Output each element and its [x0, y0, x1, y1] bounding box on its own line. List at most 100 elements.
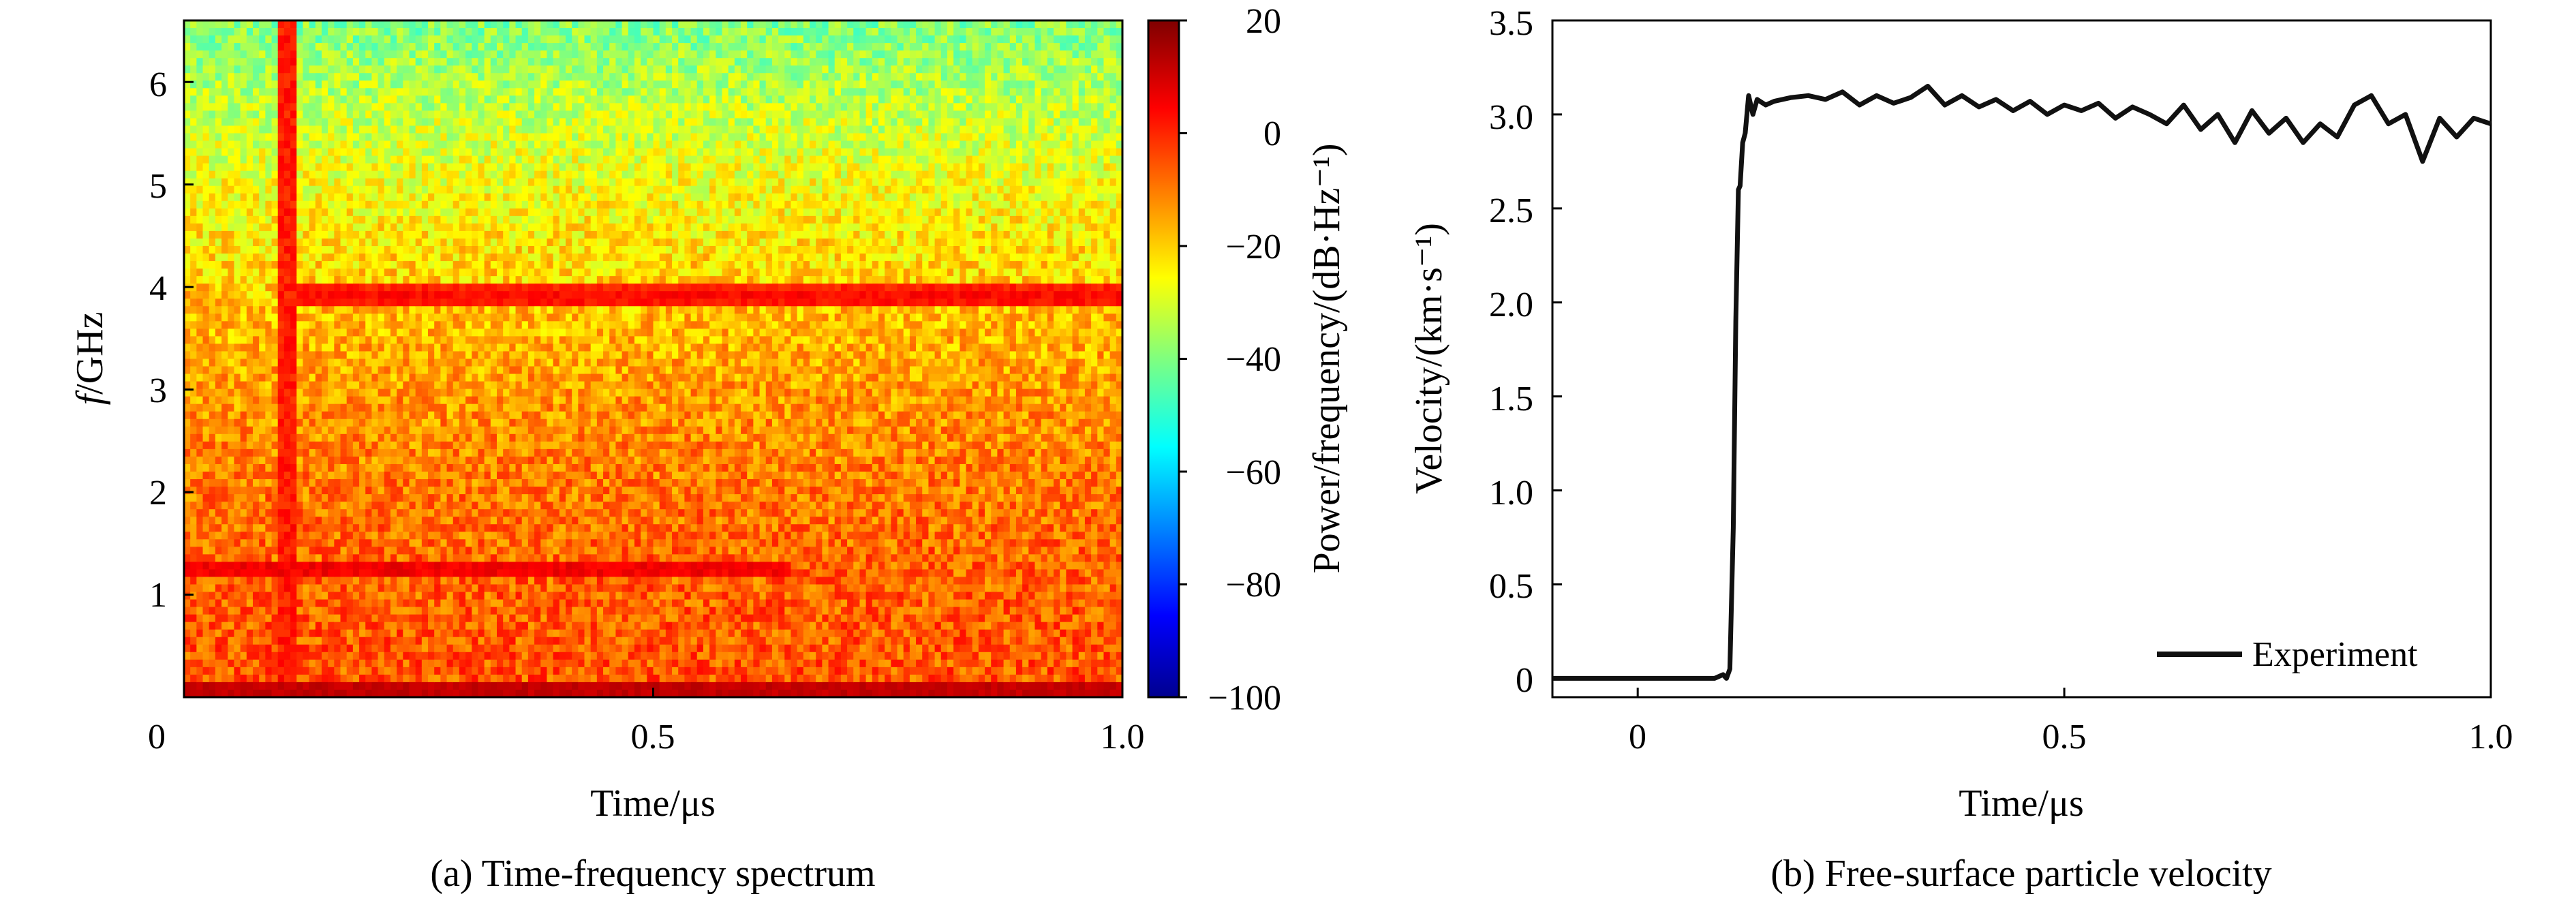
heatmap-cell: [509, 110, 517, 119]
heatmap-cell: [221, 463, 228, 472]
heatmap-cell: [384, 170, 391, 179]
heatmap-cell: [303, 103, 310, 111]
heatmap-cell: [184, 103, 191, 111]
heatmap-cell: [259, 254, 266, 262]
heatmap-cell: [202, 629, 210, 638]
heatmap-cell: [315, 170, 322, 179]
heatmap-cell: [346, 215, 354, 224]
heatmap-cell: [403, 291, 410, 299]
heatmap-cell: [497, 644, 504, 653]
heatmap-cell: [378, 637, 385, 645]
heatmap-cell: [340, 502, 348, 510]
heatmap-cell: [403, 336, 410, 345]
heatmap-cell: [440, 479, 448, 487]
heatmap-cell: [202, 487, 210, 495]
heatmap-cell: [315, 539, 322, 547]
heatmap-cell: [497, 50, 504, 59]
heatmap-cell: [283, 629, 291, 638]
heatmap-cell: [515, 103, 523, 111]
heatmap-cell: [334, 291, 341, 299]
heatmap-cell: [446, 200, 454, 209]
heatmap-cell: [202, 223, 210, 232]
heatmap-cell: [397, 569, 403, 578]
heatmap-cell: [453, 637, 460, 645]
heatmap-cell: [240, 418, 247, 427]
heatmap-cell: [371, 313, 379, 322]
heatmap-cell: [246, 682, 254, 690]
heatmap-cell: [221, 433, 228, 442]
heatmap-cell: [472, 396, 479, 405]
heatmap-cell: [465, 95, 472, 104]
heatmap-cell: [421, 208, 429, 217]
heatmap-cell: [259, 140, 266, 149]
heatmap-cell: [509, 433, 517, 442]
heatmap-cell: [521, 269, 529, 277]
heatmap-cell: [428, 569, 435, 578]
heatmap-cell: [365, 246, 372, 254]
heatmap-cell: [403, 614, 410, 623]
heatmap-cell: [252, 659, 260, 668]
heatmap-cell: [296, 170, 304, 179]
heatmap-cell: [515, 185, 523, 194]
heatmap-cell: [371, 433, 379, 442]
heatmap-cell: [209, 20, 216, 29]
heatmap-cell: [459, 230, 466, 239]
heatmap-cell: [472, 328, 479, 337]
heatmap-cell: [378, 133, 385, 142]
heatmap-cell: [527, 170, 535, 179]
heatmap-cell: [478, 20, 485, 29]
heatmap-cell: [328, 230, 335, 239]
heatmap-cell: [490, 284, 497, 292]
heatmap-cell: [271, 80, 279, 89]
heatmap-cell: [215, 494, 222, 502]
heatmap-cell: [202, 539, 210, 547]
heatmap-cell: [334, 433, 341, 442]
heatmap-cell: [259, 524, 266, 532]
heatmap-cell: [359, 155, 366, 164]
heatmap-cell: [209, 547, 216, 555]
heatmap-cell: [321, 584, 328, 593]
heatmap-cell: [515, 667, 523, 675]
heatmap-cell: [478, 35, 485, 44]
heatmap-cell: [440, 577, 448, 585]
heatmap-cell: [359, 321, 366, 329]
heatmap-cell: [290, 411, 297, 420]
heatmap-cell: [453, 487, 460, 495]
heatmap-cell: [290, 629, 297, 638]
heatmap-cell: [196, 133, 204, 142]
heatmap-cell: [202, 637, 210, 645]
heatmap-cell: [359, 411, 366, 420]
heatmap-cell: [246, 637, 254, 645]
heatmap-cell: [346, 118, 354, 127]
heatmap-cell: [246, 487, 254, 495]
heatmap-cell: [415, 366, 423, 375]
heatmap-cell: [403, 403, 410, 412]
heatmap-cell: [390, 35, 397, 44]
heatmap-cell: [283, 246, 291, 254]
heatmap-cell: [271, 622, 279, 630]
heatmap-cell: [509, 607, 517, 615]
heatmap-cell: [390, 682, 397, 690]
heatmap-cell: [309, 321, 316, 329]
heatmap-cell: [202, 238, 210, 247]
heatmap-cell: [409, 291, 416, 299]
heatmap-cell: [234, 208, 241, 217]
heatmap-cell: [472, 456, 479, 465]
heatmap-cell: [340, 659, 348, 668]
heatmap-cell: [259, 584, 266, 593]
heatmap-cell: [515, 170, 523, 179]
heatmap-cell: [459, 291, 466, 299]
heatmap-cell: [472, 148, 479, 157]
heatmap-cell: [440, 502, 448, 510]
heatmap-cell: [497, 411, 504, 420]
heatmap-cell: [484, 321, 491, 329]
heatmap-cell: [434, 200, 441, 209]
heatmap-cell: [440, 148, 448, 157]
heatmap-cell: [228, 667, 235, 675]
heatmap-cell: [428, 80, 435, 89]
heatmap-cell: [246, 299, 254, 307]
heatmap-cell: [340, 689, 348, 698]
heatmap-cell: [428, 637, 435, 645]
heatmap-cell: [296, 463, 304, 472]
heatmap-cell: [252, 336, 260, 345]
